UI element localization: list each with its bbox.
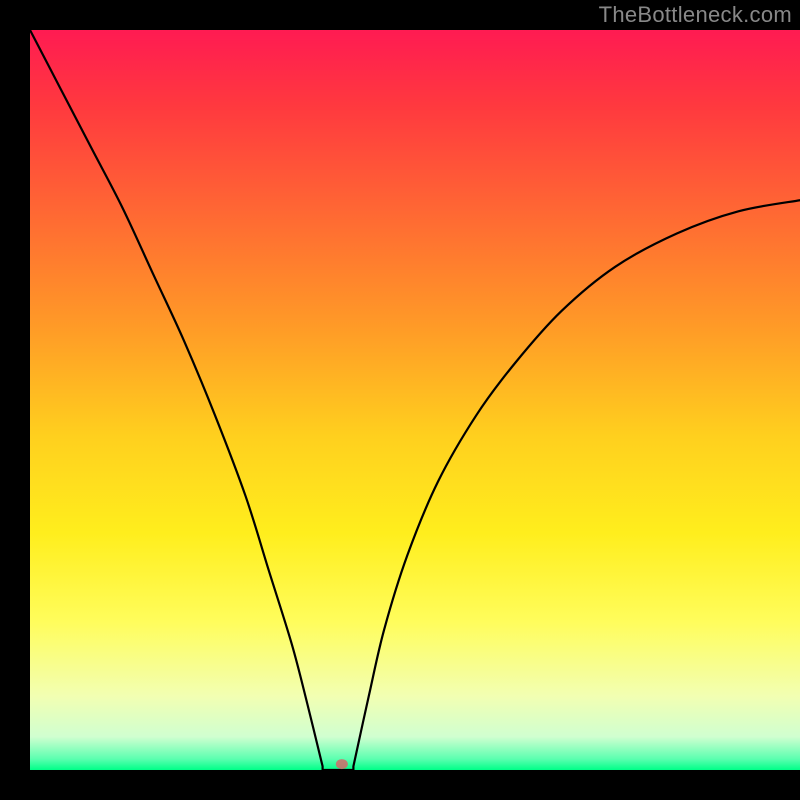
bottleneck-chart [0,0,800,800]
chart-container: TheBottleneck.com [0,0,800,800]
watermark-label: TheBottleneck.com [599,2,792,28]
plot-background [30,30,800,770]
optimum-marker [336,759,348,769]
